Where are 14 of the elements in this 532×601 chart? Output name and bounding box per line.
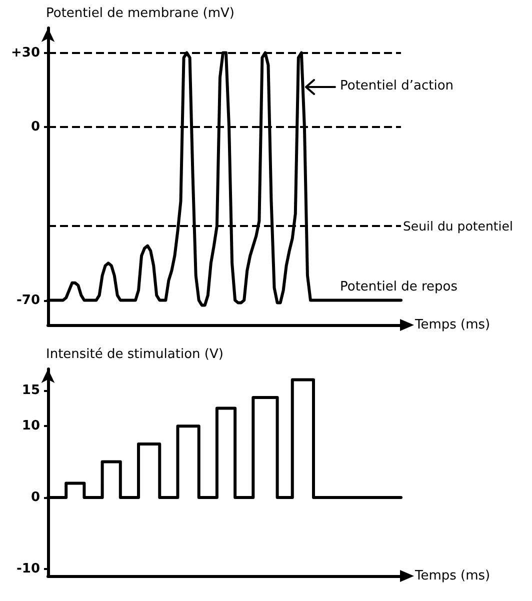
y-tick-label: 0: [30, 120, 40, 134]
y-tick-label: -70: [16, 292, 40, 308]
y-tick-label: +30: [11, 45, 40, 60]
y-axis-title: Intensité de stimulation (V): [46, 347, 224, 362]
y-tick-label: 15: [22, 382, 40, 398]
x-axis-title: Temps (ms): [414, 568, 490, 584]
annotation: Potentiel de repos: [340, 279, 458, 294]
y-tick-label: -10: [16, 561, 40, 576]
x-axis-title: Temps (ms): [414, 318, 490, 332]
y-tick-label: 0: [30, 490, 40, 505]
y-tick-label: 10: [22, 418, 40, 434]
ref-line-label: Seuil du potentiel: [403, 218, 513, 234]
annotation: Potentiel d’action: [340, 78, 454, 94]
y-axis-title: Potentiel de membrane (mV): [46, 6, 234, 21]
